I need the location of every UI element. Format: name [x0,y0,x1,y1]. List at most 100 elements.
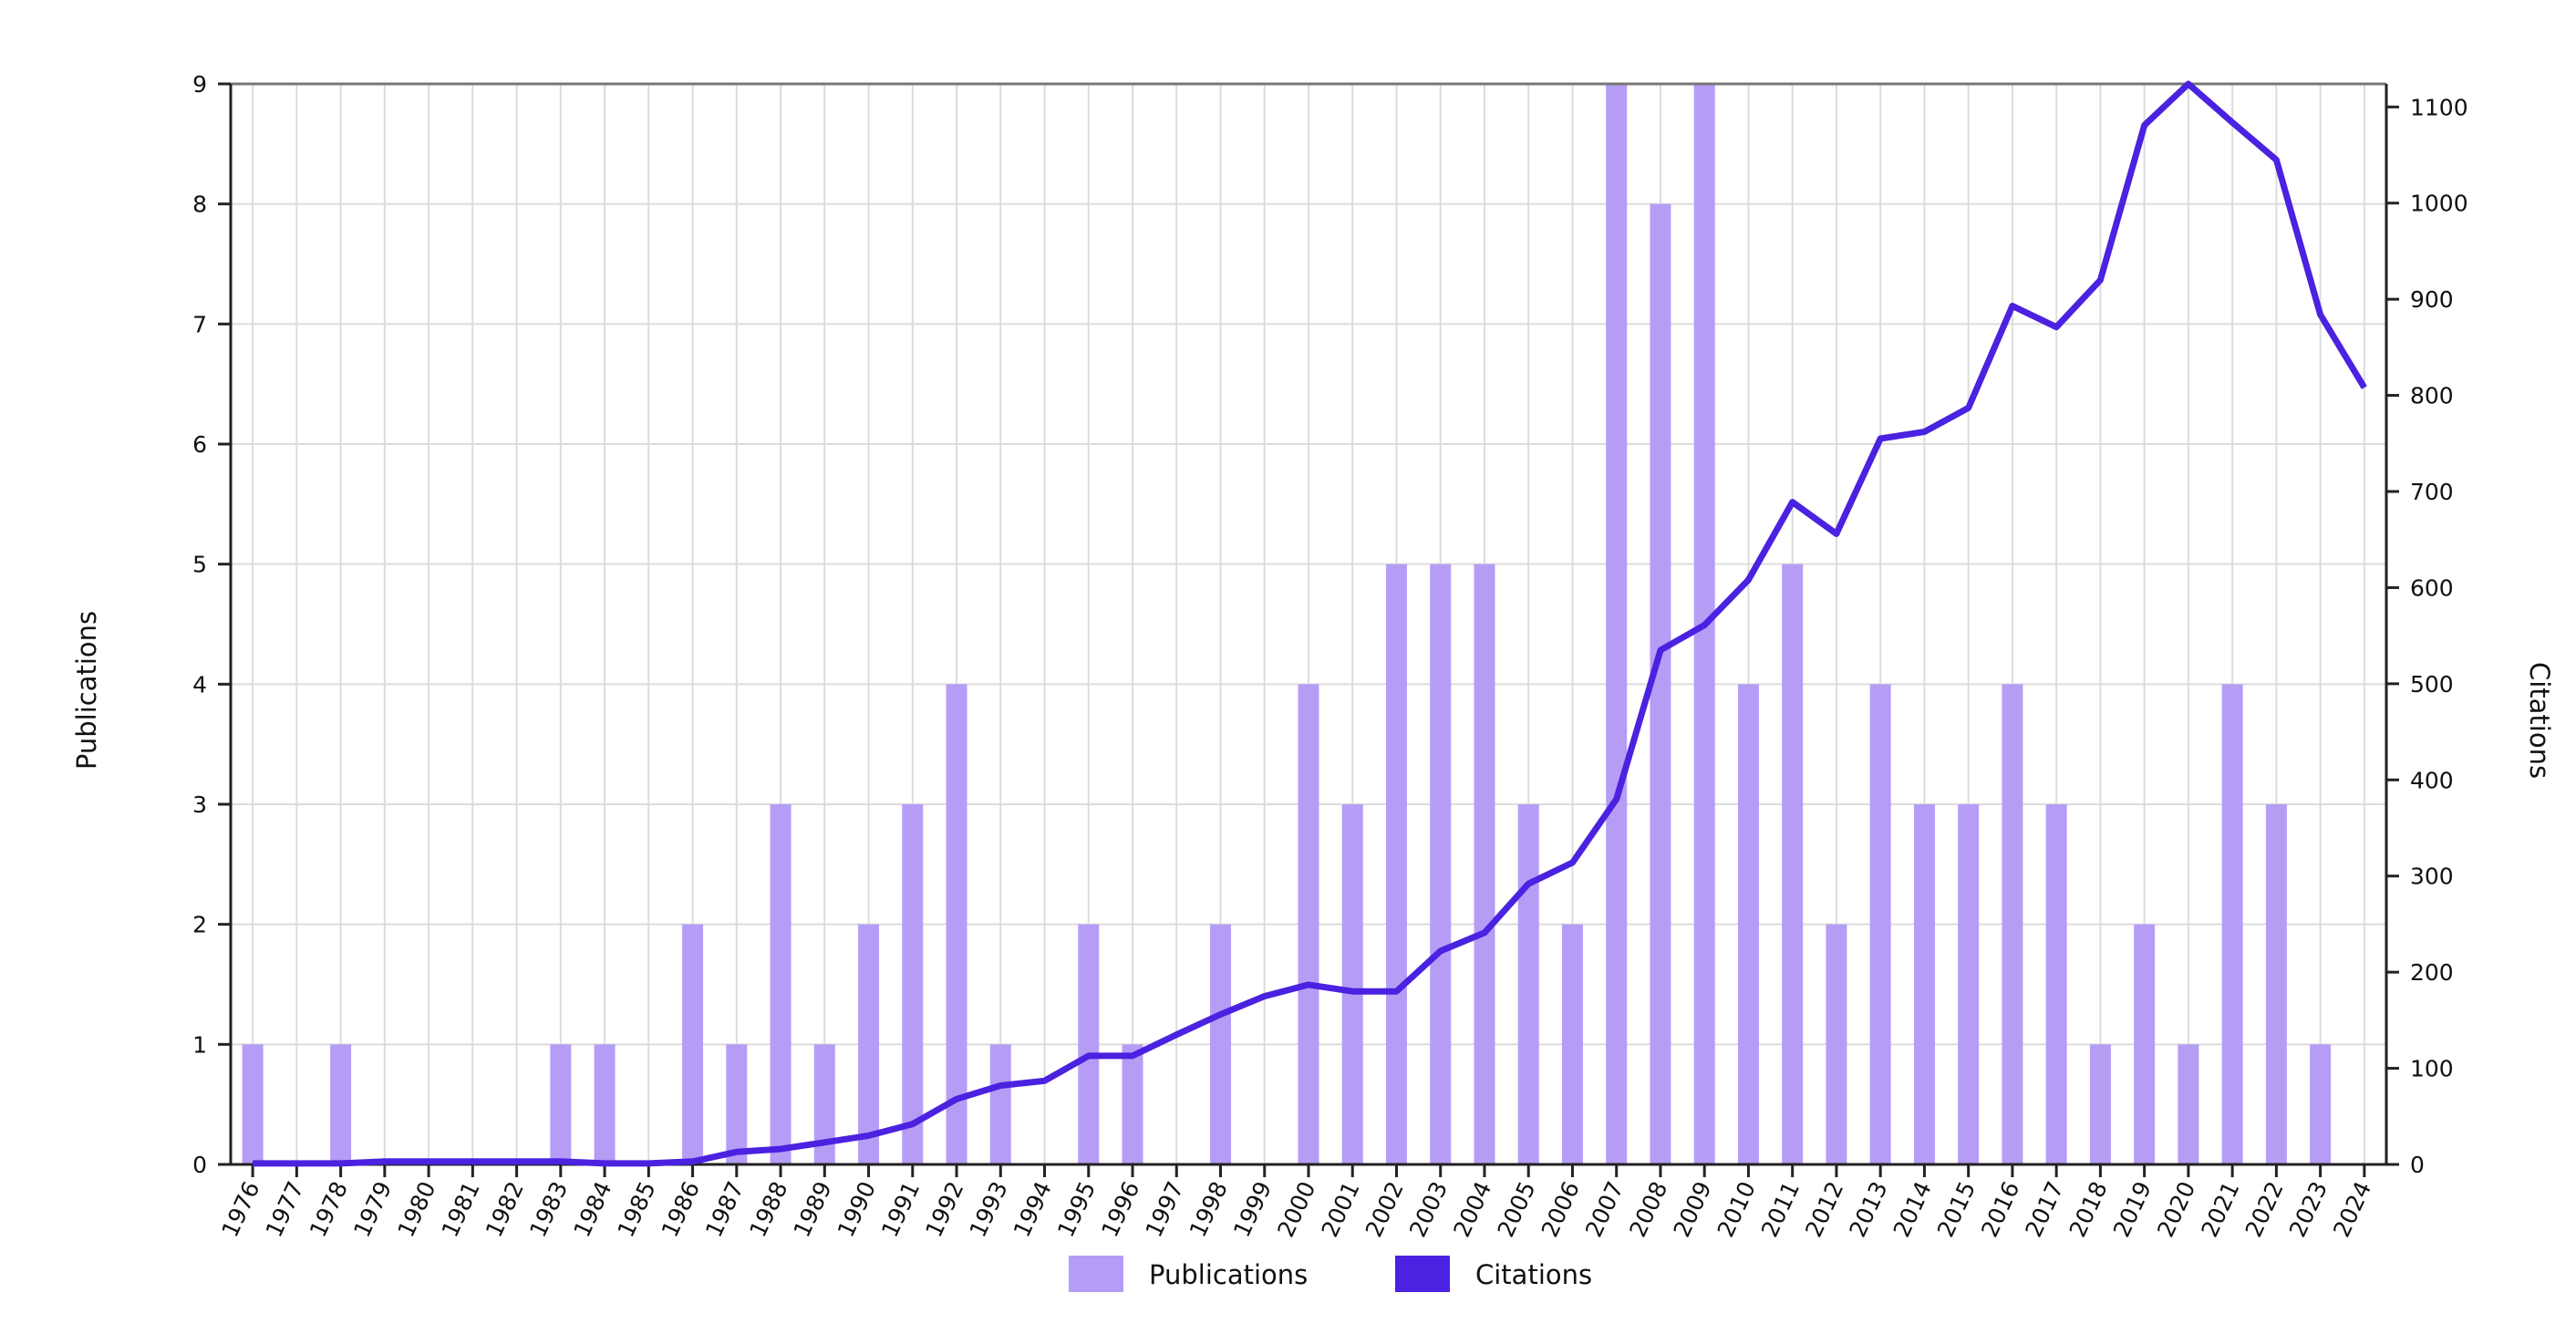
x-tick-label: 2014 [1888,1177,1937,1241]
publications-bar-2006 [1562,925,1583,1164]
publications-bar-2002 [1386,564,1407,1164]
publications-bar-2022 [2266,804,2287,1164]
publications-bar-1990 [858,925,879,1164]
y-tick-label-right: 400 [2410,767,2454,793]
y-tick-label-right: 100 [2410,1056,2454,1082]
y-tick-label-left: 7 [192,311,207,337]
y-axis-title-right: Citations [2524,662,2555,779]
y-tick-label-right: 700 [2410,479,2454,505]
x-tick-label: 2017 [2020,1177,2068,1241]
publications-bar-1978 [330,1044,351,1164]
x-tick-label: 1984 [568,1177,616,1241]
x-tick-label: 1982 [481,1177,529,1241]
y-tick-label-right: 1100 [2410,94,2468,120]
publications-bar-2021 [2222,684,2243,1164]
legend-swatch-citations [1395,1256,1450,1292]
publications-bar-1992 [947,684,967,1164]
y-tick-label-right: 600 [2410,574,2454,601]
y-tick-label-left: 0 [192,1152,207,1178]
x-tick-label: 1998 [1185,1177,1233,1241]
publications-bar-1983 [550,1044,571,1164]
x-tick-label: 1976 [216,1177,264,1241]
publications-bar-1976 [243,1044,264,1164]
x-tick-label: 2004 [1448,1177,1496,1241]
publications-bar-1987 [726,1044,747,1164]
publications-bar-2007 [1606,84,1627,1164]
y-tick-label-left: 3 [192,791,207,818]
x-tick-label: 2009 [1668,1177,1716,1241]
legend: Publications Citations [1069,1256,1592,1292]
x-tick-label: 1996 [1096,1177,1144,1241]
publications-bar-2004 [1474,564,1495,1164]
publications-bar-2014 [1914,804,1935,1164]
x-tick-label: 2016 [1976,1177,2024,1241]
x-tick-label: 1987 [700,1177,749,1241]
x-tick-label: 1981 [437,1177,485,1241]
publications-bar-2019 [2134,925,2155,1164]
x-tick-label: 2022 [2240,1177,2289,1241]
y-tick-label-left: 1 [192,1031,207,1058]
y-tick-label-right: 900 [2410,286,2454,313]
y-tick-label-right: 800 [2410,383,2454,409]
x-tick-label: 1979 [348,1177,397,1241]
publications-bar-2013 [1870,684,1891,1164]
x-tick-label: 2018 [2064,1177,2113,1241]
bar-layer [243,84,2332,1164]
legend-swatch-publications [1069,1256,1123,1292]
x-tick-label: 2008 [1624,1177,1672,1241]
publications-bar-2005 [1518,804,1539,1164]
y-tick-label-right: 200 [2410,959,2454,986]
y-tick-label-right: 500 [2410,671,2454,698]
publications-bar-2020 [2178,1044,2198,1164]
x-tick-label: 2012 [1800,1177,1848,1241]
x-tick-label: 2005 [1492,1177,1540,1241]
y-tick-label-left: 5 [192,552,207,578]
x-tick-label: 1993 [965,1177,1013,1241]
x-tick-label: 1989 [789,1177,837,1241]
x-tick-label: 1991 [876,1177,925,1241]
publications-bar-2012 [1826,925,1847,1164]
y-tick-label-left: 8 [192,191,207,218]
publications-bar-1991 [902,804,923,1164]
x-tick-label: 2020 [2152,1177,2200,1241]
label-layer: 0123456789010020030040050060070080090010… [192,71,2468,1241]
publications-bar-2016 [2002,684,2023,1164]
publications-bar-2011 [1782,564,1803,1164]
legend-label-citations: Citations [1475,1259,1592,1290]
x-tick-label: 2024 [2328,1177,2376,1241]
x-tick-label: 2006 [1536,1177,1585,1241]
y-tick-label-left: 9 [192,71,207,98]
x-tick-label: 2013 [1844,1177,1892,1241]
x-tick-label: 2010 [1712,1177,1761,1241]
x-tick-label: 1997 [1141,1177,1189,1241]
x-tick-label: 1990 [833,1177,881,1241]
publications-bar-2000 [1298,684,1319,1164]
x-tick-label: 1999 [1228,1177,1277,1241]
y-tick-label-left: 6 [192,431,207,458]
y-tick-label-left: 4 [192,671,207,698]
publications-bar-1993 [990,1044,1011,1164]
x-tick-label: 1977 [261,1177,309,1241]
publications-bar-1988 [771,804,791,1164]
publications-bar-2003 [1430,564,1451,1164]
publications-bar-1986 [682,925,703,1164]
publications-bar-2010 [1738,684,1759,1164]
x-tick-label: 2003 [1404,1177,1453,1241]
publications-bar-1998 [1210,925,1231,1164]
publications-bar-1995 [1078,925,1099,1164]
publications-bar-2001 [1342,804,1363,1164]
publications-bar-1984 [595,1044,616,1164]
y-tick-label-right: 0 [2410,1152,2425,1178]
x-tick-label: 1988 [744,1177,792,1241]
legend-label-publications: Publications [1149,1259,1308,1290]
publications-bar-2023 [2310,1044,2331,1164]
x-tick-label: 2007 [1580,1177,1629,1241]
x-tick-label: 1978 [305,1177,353,1241]
x-tick-label: 2021 [2196,1177,2244,1241]
y-tick-label-right: 1000 [2410,191,2468,217]
x-tick-label: 1986 [657,1177,705,1241]
y-tick-label-right: 300 [2410,864,2454,890]
x-tick-label: 2019 [2108,1177,2157,1241]
